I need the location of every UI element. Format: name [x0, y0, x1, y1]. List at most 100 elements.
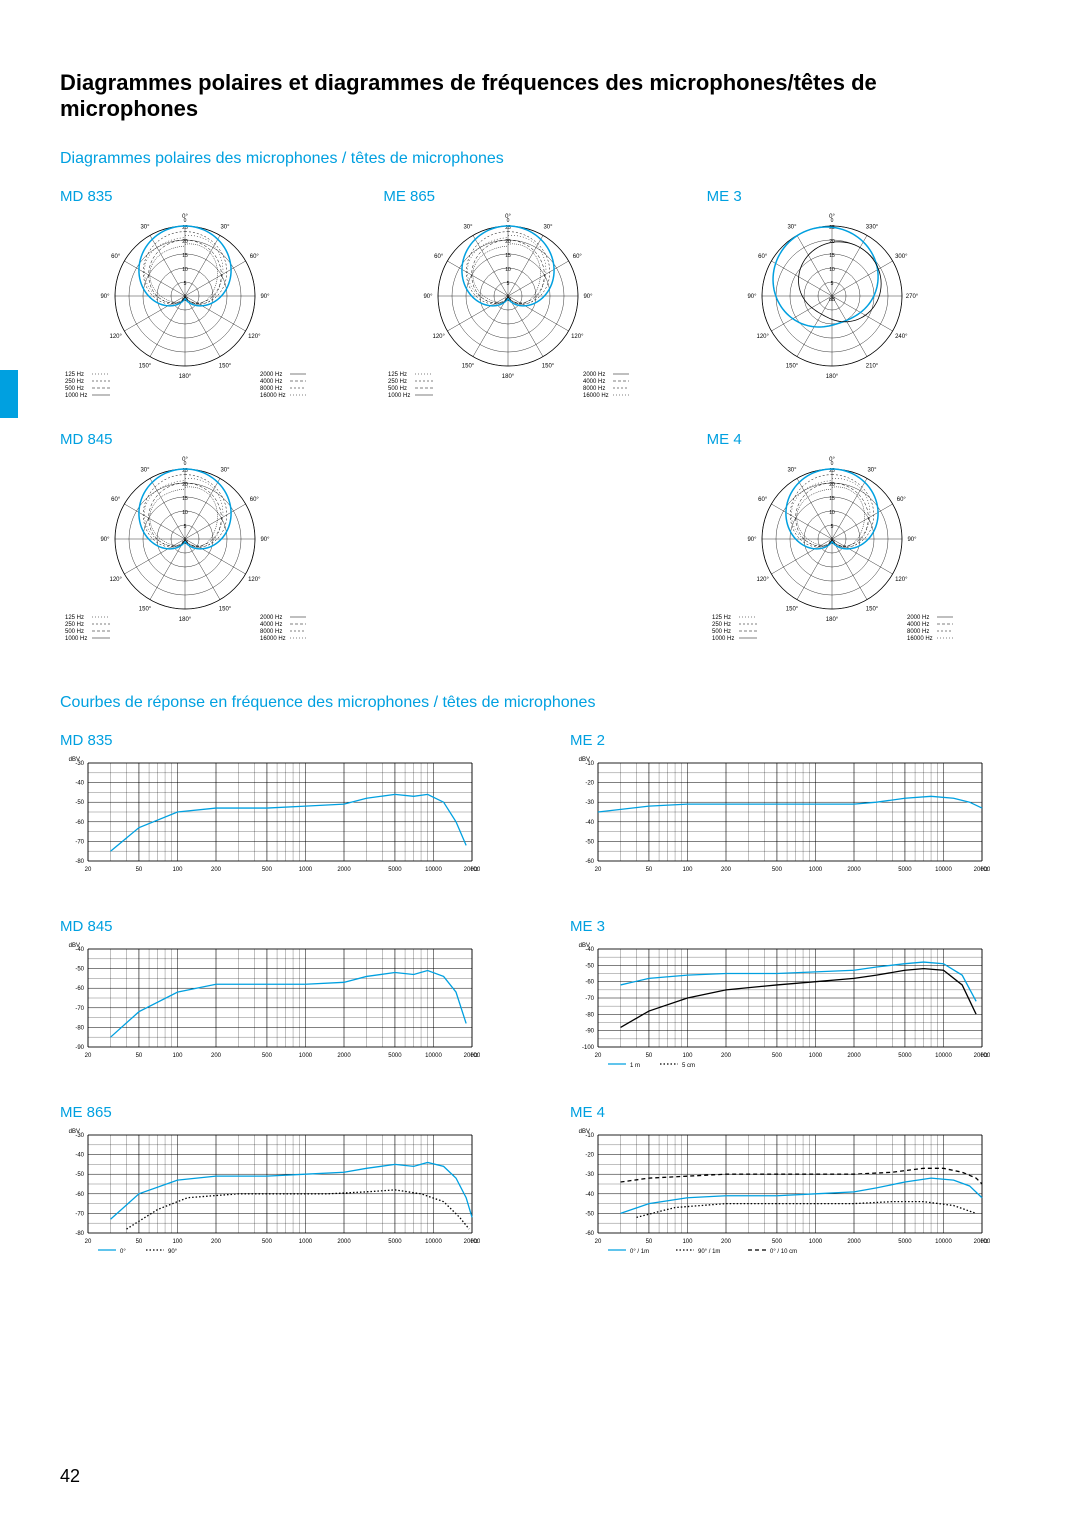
polar-heading: Diagrammes polaires des microphones / tê… — [60, 150, 1020, 168]
svg-text:0: 0 — [830, 461, 833, 467]
svg-text:15: 15 — [829, 496, 835, 502]
freq-title: MD 835 — [60, 732, 510, 749]
svg-text:120°: 120° — [756, 577, 769, 583]
svg-text:330°: 330° — [865, 225, 878, 231]
svg-text:270°: 270° — [905, 294, 918, 300]
polar-title: ME 4 — [707, 431, 1020, 448]
svg-text:125 Hz: 125 Hz — [712, 615, 731, 621]
svg-text:4000 Hz: 4000 Hz — [583, 379, 605, 385]
svg-text:1000: 1000 — [809, 867, 823, 873]
svg-text:5000: 5000 — [388, 1053, 402, 1059]
svg-text:-70: -70 — [585, 996, 594, 1002]
svg-text:4000 Hz: 4000 Hz — [260, 379, 282, 385]
polar-title: ME 865 — [383, 188, 696, 205]
svg-text:150°: 150° — [542, 363, 555, 369]
svg-text:500: 500 — [262, 1053, 273, 1059]
svg-text:90° / 1m: 90° / 1m — [698, 1249, 720, 1255]
svg-text:180°: 180° — [502, 374, 515, 380]
polar-title: MD 835 — [60, 188, 373, 205]
svg-text:-50: -50 — [75, 800, 84, 806]
svg-text:-60: -60 — [75, 820, 84, 826]
svg-text:500: 500 — [772, 1239, 783, 1245]
svg-text:30°: 30° — [464, 225, 474, 231]
freq-title: MD 845 — [60, 918, 510, 935]
svg-text:200: 200 — [721, 867, 732, 873]
svg-text:180°: 180° — [179, 374, 192, 380]
svg-text:30°: 30° — [787, 468, 797, 474]
svg-text:5: 5 — [507, 281, 510, 287]
svg-text:0: 0 — [830, 218, 833, 224]
svg-text:30°: 30° — [140, 225, 150, 231]
polar-chart: 0°30°60°90°120°150°180°150°120°90°60°30°… — [60, 211, 310, 406]
svg-text:200: 200 — [211, 867, 222, 873]
svg-text:1000: 1000 — [299, 1053, 313, 1059]
page-title: Diagrammes polaires et diagrammes de fré… — [60, 70, 1020, 122]
svg-text:30°: 30° — [220, 225, 230, 231]
svg-text:50: 50 — [646, 1239, 653, 1245]
svg-text:200: 200 — [721, 1239, 732, 1245]
svg-text:1000: 1000 — [299, 1239, 313, 1245]
svg-text:500: 500 — [772, 1053, 783, 1059]
svg-text:180°: 180° — [825, 374, 838, 380]
svg-text:125 Hz: 125 Hz — [65, 615, 84, 621]
freq-title: ME 865 — [60, 1104, 510, 1121]
svg-text:120°: 120° — [571, 334, 584, 340]
svg-text:5000: 5000 — [898, 1239, 912, 1245]
svg-text:dBV: dBV — [579, 1129, 590, 1135]
svg-text:150°: 150° — [139, 363, 152, 369]
svg-text:4000 Hz: 4000 Hz — [907, 622, 929, 628]
svg-text:500 Hz: 500 Hz — [65, 386, 84, 392]
svg-text:90°: 90° — [747, 537, 757, 543]
svg-text:0° / 10 cm: 0° / 10 cm — [770, 1249, 797, 1255]
svg-text:100: 100 — [172, 867, 183, 873]
svg-text:0°: 0° — [120, 1249, 126, 1255]
svg-text:-80: -80 — [75, 1025, 84, 1031]
svg-text:2000: 2000 — [337, 1053, 351, 1059]
svg-text:500: 500 — [262, 867, 273, 873]
svg-text:16000 Hz: 16000 Hz — [907, 636, 933, 642]
svg-text:10: 10 — [182, 510, 188, 516]
svg-text:180°: 180° — [825, 617, 838, 623]
freq-title: ME 4 — [570, 1104, 1020, 1121]
svg-text:10: 10 — [506, 267, 512, 273]
svg-text:150°: 150° — [865, 606, 878, 612]
svg-text:20: 20 — [595, 1239, 602, 1245]
svg-text:90°: 90° — [260, 537, 270, 543]
svg-text:60°: 60° — [111, 497, 121, 503]
svg-text:2000: 2000 — [847, 1053, 861, 1059]
svg-text:100: 100 — [172, 1239, 183, 1245]
svg-text:250 Hz: 250 Hz — [65, 379, 84, 385]
svg-text:125 Hz: 125 Hz — [388, 372, 407, 378]
svg-text:10: 10 — [182, 267, 188, 273]
svg-text:50: 50 — [646, 1053, 653, 1059]
svg-text:2000 Hz: 2000 Hz — [260, 372, 282, 378]
svg-text:10: 10 — [829, 510, 835, 516]
svg-text:100: 100 — [682, 867, 693, 873]
svg-text:10000: 10000 — [935, 867, 952, 873]
freq-chart: 20501002005001000200050001000020000Hz-60… — [570, 1125, 990, 1255]
polar-title: ME 3 — [707, 188, 1020, 205]
svg-text:500 Hz: 500 Hz — [712, 629, 731, 635]
svg-text:10000: 10000 — [425, 1053, 442, 1059]
svg-text:250 Hz: 250 Hz — [65, 622, 84, 628]
svg-text:-80: -80 — [585, 1012, 594, 1018]
svg-text:-50: -50 — [585, 1211, 594, 1217]
svg-text:-90: -90 — [585, 1029, 594, 1035]
svg-text:-70: -70 — [75, 1211, 84, 1217]
svg-text:-60: -60 — [585, 1231, 594, 1237]
freq-chart: 20501002005001000200050001000020000Hz-80… — [60, 1125, 480, 1255]
svg-text:10000: 10000 — [935, 1239, 952, 1245]
freq-chart: 20501002005001000200050001000020000Hz-10… — [570, 939, 990, 1069]
freq-chart: 20501002005001000200050001000020000Hz-90… — [60, 939, 480, 1069]
polar-section: Diagrammes polaires des microphones / tê… — [60, 150, 1020, 654]
svg-text:20: 20 — [85, 867, 92, 873]
svg-text:500 Hz: 500 Hz — [388, 386, 407, 392]
svg-text:Hz: Hz — [981, 1053, 988, 1059]
svg-text:-60: -60 — [585, 980, 594, 986]
svg-text:15: 15 — [182, 496, 188, 502]
svg-text:5000: 5000 — [898, 1053, 912, 1059]
svg-text:2000: 2000 — [847, 1239, 861, 1245]
polar-chart: 0°30°60°90°120°150°180°150°120°90°60°30°… — [60, 454, 310, 649]
svg-text:210°: 210° — [865, 363, 878, 369]
svg-text:dBV: dBV — [579, 943, 590, 949]
